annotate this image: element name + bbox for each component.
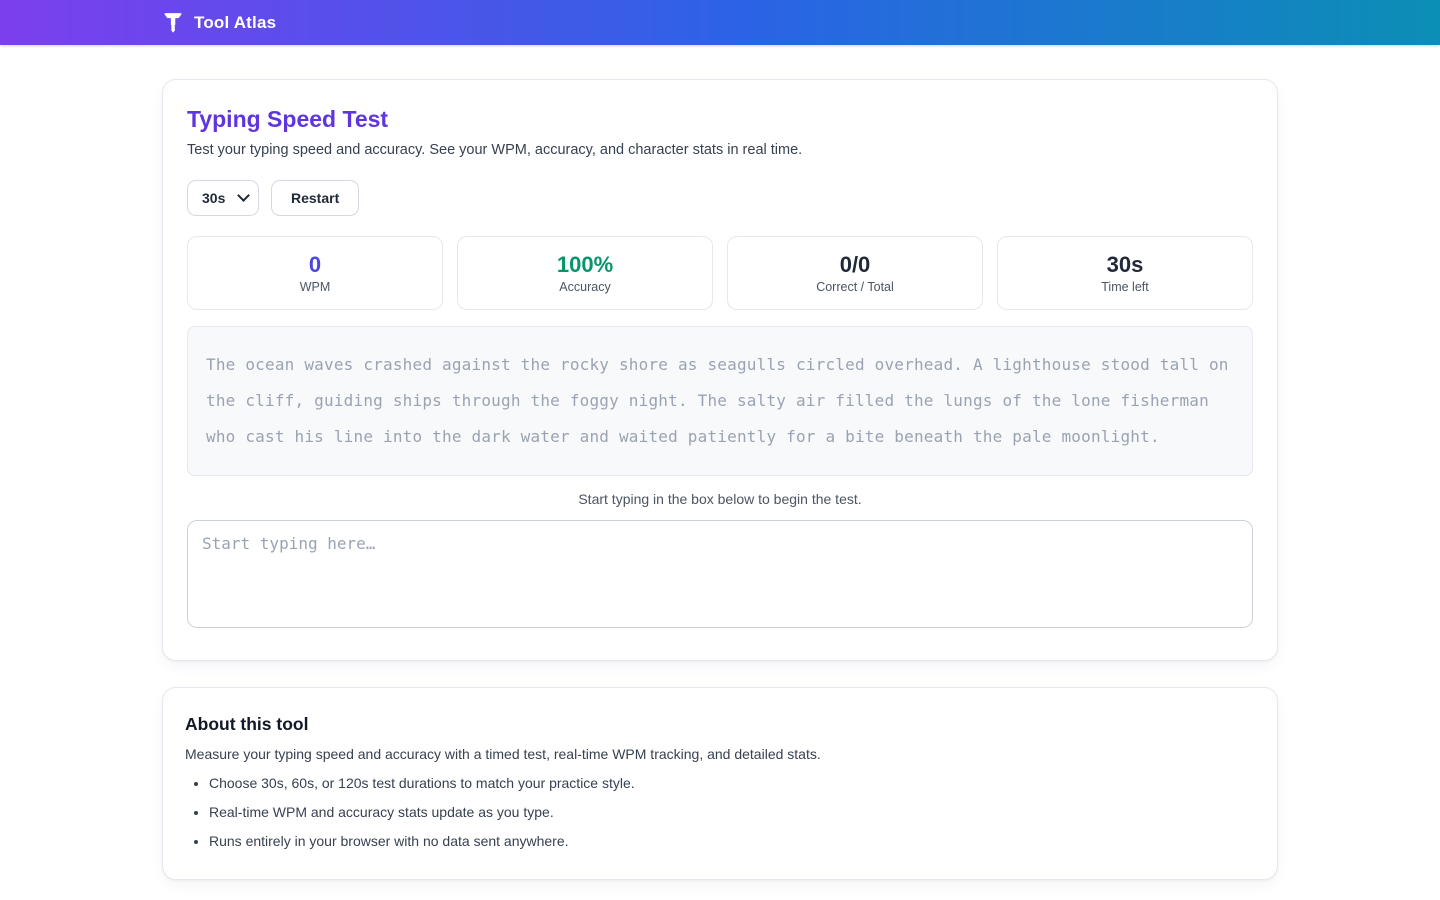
about-bullet-list: Choose 30s, 60s, or 120s test durations … [185, 775, 1255, 849]
about-bullet: Choose 30s, 60s, or 120s test durations … [209, 775, 1255, 792]
stat-card-correct-total: 0/0 Correct / Total [727, 236, 983, 310]
time-left-label: Time left [1101, 280, 1149, 295]
stat-card-time-left: 30s Time left [997, 236, 1253, 310]
passage-box: The ocean waves crashed against the rock… [187, 326, 1253, 476]
brand-name[interactable]: Tool Atlas [194, 12, 277, 32]
correct-total-value: 0/0 [839, 251, 871, 277]
restart-button[interactable]: Restart [271, 180, 360, 216]
time-left-value: 30s [1106, 251, 1144, 277]
stats-grid: 0 WPM 100% Accuracy 0/0 Correct / Total … [187, 236, 1253, 310]
wpm-value: 0 [308, 251, 322, 277]
page-title: Typing Speed Test [187, 106, 389, 132]
test-controls: 30s Restart [187, 180, 1253, 216]
about-description: Measure your typing speed and accuracy w… [185, 746, 821, 762]
typing-test-card: Typing Speed Test Test your typing speed… [162, 79, 1278, 661]
about-bullet: Runs entirely in your browser with no da… [209, 833, 1255, 850]
accuracy-label: Accuracy [559, 280, 611, 295]
about-bullet: Real-time WPM and accuracy stats update … [209, 804, 1255, 821]
about-card: About this tool Measure your typing spee… [162, 687, 1278, 881]
hammer-logo-icon [162, 11, 184, 35]
page-subtitle: Test your typing speed and accuracy. See… [187, 142, 803, 158]
about-title: About this tool [185, 714, 309, 734]
stat-card-wpm: 0 WPM [187, 236, 443, 310]
helper-text: Start typing in the box below to begin t… [578, 491, 862, 507]
duration-select[interactable]: 30s [187, 180, 259, 216]
wpm-label: WPM [299, 280, 331, 295]
correct-total-label: Correct / Total [816, 280, 894, 295]
accuracy-value: 100% [556, 251, 614, 277]
typing-input[interactable] [187, 520, 1253, 628]
passage-text: The ocean waves crashed against the rock… [206, 355, 1229, 446]
stat-card-accuracy: 100% Accuracy [457, 236, 713, 310]
page-content: Typing Speed Test Test your typing speed… [162, 79, 1278, 881]
duration-select-wrap: 30s [187, 180, 259, 216]
top-navbar: Tool Atlas [0, 0, 1440, 45]
